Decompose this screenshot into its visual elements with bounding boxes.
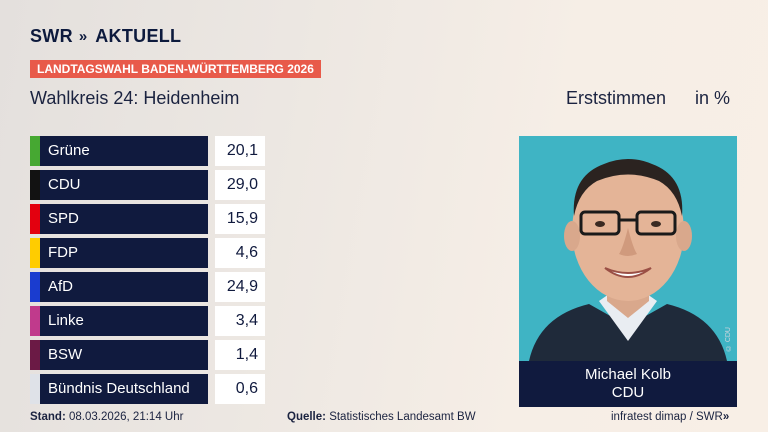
party-value: 4,6 — [215, 238, 265, 268]
result-row: FDP 4,6 — [30, 238, 265, 268]
quelle-value: Statistisches Landesamt BW — [329, 411, 476, 423]
party-label: Linke — [30, 306, 208, 336]
candidate-caption: Michael Kolb CDU — [519, 361, 737, 407]
stand-label: Stand: — [30, 411, 66, 423]
stand-value: 08.03.2026, 21:14 Uhr — [68, 411, 184, 423]
party-value: 20,1 — [215, 136, 265, 166]
party-value: 24,9 — [215, 272, 265, 302]
credit-text: infratest dimap / SWR — [611, 411, 723, 423]
footer-source: Quelle: Statistisches Landesamt BW — [287, 411, 476, 423]
swr-aktuell-logo: SWR » AKTUELL — [30, 26, 181, 47]
candidate-name: Michael Kolb — [585, 366, 671, 383]
party-value: 3,4 — [215, 306, 265, 336]
party-color-swatch — [30, 306, 40, 336]
photo-credit: © CDU — [725, 326, 732, 351]
party-label: AfD — [30, 272, 208, 302]
party-color-swatch — [30, 170, 40, 200]
quelle-label: Quelle: — [287, 411, 326, 423]
party-label: FDP — [30, 238, 208, 268]
party-color-swatch — [30, 238, 40, 268]
party-value: 15,9 — [215, 204, 265, 234]
party-label: SPD — [30, 204, 208, 234]
party-label: Grüne — [30, 136, 208, 166]
vote-type-label: Erststimmen — [566, 88, 667, 108]
result-row: CDU 29,0 — [30, 170, 265, 200]
party-label: Bündnis Deutschland — [30, 374, 208, 404]
credit-chevron-icon: » — [722, 411, 730, 423]
candidate-photo: © CDU — [519, 136, 737, 361]
result-row: SPD 15,9 — [30, 204, 265, 234]
party-color-swatch — [30, 204, 40, 234]
party-color-swatch — [30, 272, 40, 302]
result-row: BSW 1,4 — [30, 340, 265, 370]
party-color-swatch — [30, 340, 40, 370]
unit-label: in % — [695, 88, 731, 108]
candidate-party: CDU — [611, 384, 645, 401]
party-value: 29,0 — [215, 170, 265, 200]
logo-swr-text: SWR — [30, 26, 73, 46]
result-row: Linke 3,4 — [30, 306, 265, 336]
logo-aktuell-text: AKTUELL — [95, 26, 182, 46]
party-label: CDU — [30, 170, 208, 200]
party-value: 1,4 — [215, 340, 265, 370]
party-value: 0,6 — [215, 374, 265, 404]
election-banner: LANDTAGSWAHL BADEN-WÜRTTEMBERG 2026 — [30, 60, 321, 78]
result-row: AfD 24,9 — [30, 272, 265, 302]
logo-chevron-icon: » — [78, 28, 88, 45]
party-label: BSW — [30, 340, 208, 370]
party-color-swatch — [30, 136, 40, 166]
constituency-title: Wahlkreis 24: Heidenheim — [30, 88, 240, 108]
result-row: Bündnis Deutschland 0,6 — [30, 374, 265, 404]
party-color-swatch — [30, 374, 40, 404]
footer-timestamp: Stand: 08.03.2026, 21:14 Uhr — [30, 411, 183, 423]
result-row: Grüne 20,1 — [30, 136, 265, 166]
footer-credit: infratest dimap / SWR» — [611, 411, 729, 423]
candidate-portrait-illustration — [529, 159, 727, 361]
